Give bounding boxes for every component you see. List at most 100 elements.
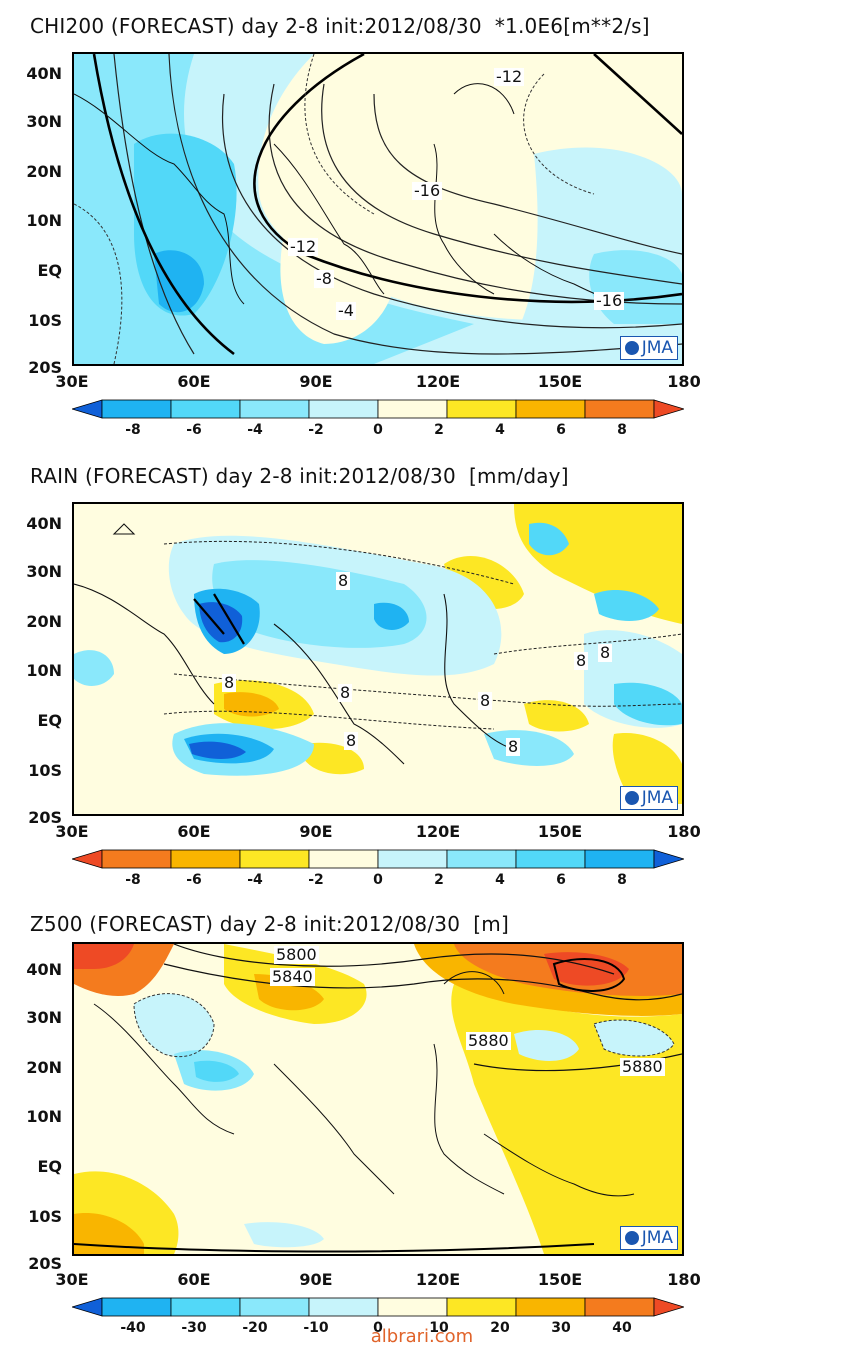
lon-label: 30E [55,822,89,841]
z500-panel: Z500 (FORECAST) day 2-8 init:2012/08/30 … [0,898,844,1348]
lat-label: 40N [26,514,62,533]
colorbar-tick-label: -8 [125,422,141,438]
panel-title: CHI200 (FORECAST) day 2-8 init:2012/08/3… [30,14,650,38]
lat-label: EQ [37,261,62,280]
lon-label: 90E [299,822,333,841]
jma-logo: JMA [619,336,678,360]
z500-map-shading [74,944,682,1254]
lat-label: 10S [28,761,62,780]
colorbar-tick-label: 0 [373,422,383,438]
lon-label: 60E [177,1270,211,1289]
colorbar [72,849,684,869]
contour-label: -12 [288,237,319,256]
colorbar-swatch [446,399,517,419]
lon-label: 120E [415,1270,461,1289]
colorbar-swatch [584,849,655,869]
contour-label: 8 [506,737,521,756]
lon-label: 180 [667,1270,701,1289]
lat-label: EQ [37,1157,62,1176]
colorbar-tick-label: 0 [373,872,383,888]
contour-label: -16 [594,291,625,310]
lat-label: 10N [26,1107,62,1126]
lat-label: 20S [28,808,62,827]
panel-title: Z500 (FORECAST) day 2-8 init:2012/08/30 … [30,912,509,936]
jma-logo-icon [624,341,639,355]
lat-label: 20N [26,612,62,631]
chi200-panel: CHI200 (FORECAST) day 2-8 init:2012/08/3… [0,0,844,450]
colorbar-swatch [515,1297,586,1317]
colorbar-tick-label: 4 [495,422,505,438]
jma-logo-icon [624,1231,639,1245]
colorbar-swatch [377,399,448,419]
lat-label: 20N [26,1058,62,1077]
colorbar-swatch [72,849,103,869]
contour-label: 8 [222,673,237,692]
colorbar-tick-label: -4 [247,422,263,438]
colorbar-swatch [584,1297,655,1317]
colorbar-tick-label: 6 [556,872,566,888]
lon-label: 120E [415,822,461,841]
colorbar-tick-label: -2 [308,422,324,438]
contour-label: -4 [336,301,356,320]
colorbar [72,399,684,419]
colorbar-swatch [653,399,684,419]
colorbar-swatch [584,399,655,419]
contour-label: 8 [336,571,351,590]
jma-logo: JMA [619,1226,678,1250]
panel-title: RAIN (FORECAST) day 2-8 init:2012/08/30 … [30,464,569,488]
contour-label: 5880 [620,1057,665,1076]
lat-label: 30N [26,112,62,131]
z500-map: 5800 5840 5880 5880 JMA [72,942,684,1256]
colorbar-swatch [101,1297,172,1317]
rain-map: 8 8 8 8 8 8 8 8 JMA [72,502,684,816]
colorbar-swatch [170,849,241,869]
lat-label: 10S [28,311,62,330]
watermark: albrari.com [370,1326,474,1347]
colorbar-tick-label: -20 [242,1320,268,1336]
lon-label: 30E [55,372,89,391]
colorbar-tick-label: -40 [120,1320,146,1336]
lat-label: 10S [28,1207,62,1226]
lon-label: 150E [537,822,583,841]
colorbar-swatch [101,399,172,419]
lon-label: 180 [667,822,701,841]
colorbar-tick-label: -4 [247,872,263,888]
colorbar-tick-label: 2 [434,872,444,888]
colorbar-tick-label: -30 [181,1320,207,1336]
colorbar-swatch [239,849,310,869]
lat-label: 20S [28,1254,62,1273]
contour-label: -12 [494,67,525,86]
colorbar-tick-label: 2 [434,422,444,438]
colorbar-swatch [377,1297,448,1317]
lat-label: 40N [26,960,62,979]
jma-logo-icon [624,791,639,805]
contour-label: 8 [344,731,359,750]
lon-label: 150E [537,1270,583,1289]
colorbar-tick-label: 10 [429,1320,449,1336]
colorbar-swatch [72,399,103,419]
colorbar-tick-label: 4 [495,872,505,888]
lat-label: 10N [26,211,62,230]
contour-label: 5880 [466,1031,511,1050]
lat-label: 20N [26,162,62,181]
colorbar-tick-label: -6 [186,872,202,888]
lat-label: 10N [26,661,62,680]
chi200-map: -12 -16 -12 -8 -4 -16 JMA [72,52,684,366]
colorbar-swatch [653,849,684,869]
colorbar-swatch [239,399,310,419]
lon-label: 150E [537,372,583,391]
contour-label: -16 [412,181,443,200]
jma-logo: JMA [619,786,678,810]
colorbar-tick-label: -8 [125,872,141,888]
colorbar-swatch [515,849,586,869]
colorbar-tick-label: 8 [617,872,627,888]
contour-label: 5800 [274,945,319,964]
colorbar-tick-label: 40 [612,1320,632,1336]
colorbar-tick-label: 6 [556,422,566,438]
colorbar-swatch [101,849,172,869]
lon-label: 90E [299,372,333,391]
lat-label: 40N [26,64,62,83]
colorbar-swatch [446,1297,517,1317]
colorbar-swatch [446,849,517,869]
contour-label: 8 [478,691,493,710]
